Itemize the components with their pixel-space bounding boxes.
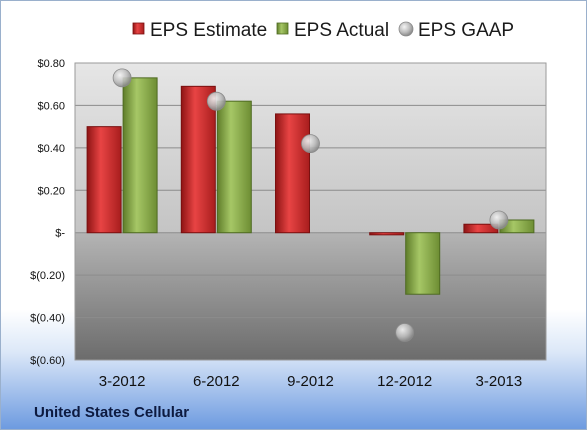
legend-swatch-eps-estimate bbox=[132, 22, 145, 35]
y-tick-label: $(0.20) bbox=[30, 270, 65, 282]
legend-swatch-eps-actual bbox=[276, 22, 289, 35]
bar-eps-estimate bbox=[180, 85, 216, 234]
x-tick-label: 9-2012 bbox=[287, 373, 334, 390]
plot-area: $0.80 $0.60 $0.40 $0.20 $- $(0.20) $(0.40) $(0.… bbox=[30, 58, 547, 390]
legend-label: EPS Actual bbox=[294, 20, 389, 41]
legend: EPS Estimate EPS Actual EPS GAAP bbox=[132, 20, 514, 41]
x-tick-label: 3-2013 bbox=[476, 373, 523, 390]
marker-eps-gaap bbox=[112, 68, 132, 88]
bar-eps-actual bbox=[405, 232, 441, 295]
bar-eps-estimate bbox=[369, 232, 405, 236]
y-tick-label: $(0.60) bbox=[30, 355, 65, 367]
plot-background-negative bbox=[75, 232, 546, 360]
y-tick-label: $0.40 bbox=[37, 143, 65, 155]
footer-company-name: United States Cellular bbox=[34, 404, 189, 421]
marker-eps-gaap bbox=[489, 210, 509, 230]
bar-eps-actual bbox=[216, 100, 252, 234]
bar-eps-actual bbox=[122, 77, 158, 234]
y-tick-label: $- bbox=[55, 228, 65, 240]
bar-eps-estimate bbox=[275, 113, 310, 234]
marker-eps-gaap bbox=[395, 323, 415, 342]
y-tick-label: $(0.40) bbox=[30, 313, 65, 325]
y-tick-label: $0.20 bbox=[37, 185, 65, 197]
plot-border bbox=[74, 62, 547, 361]
legend-label: EPS Estimate bbox=[150, 20, 267, 41]
y-tick-label: $0.80 bbox=[37, 58, 65, 70]
marker-eps-gaap bbox=[206, 91, 226, 111]
x-tick-label: 6-2012 bbox=[193, 373, 240, 390]
bar-eps-estimate bbox=[86, 126, 122, 234]
legend-swatch-eps-gaap bbox=[398, 21, 414, 37]
y-tick-label: $0.60 bbox=[37, 100, 65, 112]
marker-eps-gaap bbox=[301, 134, 320, 154]
x-tick-label: 12-2012 bbox=[377, 373, 432, 390]
x-tick-label: 3-2012 bbox=[99, 373, 146, 390]
legend-label: EPS GAAP bbox=[418, 20, 514, 41]
